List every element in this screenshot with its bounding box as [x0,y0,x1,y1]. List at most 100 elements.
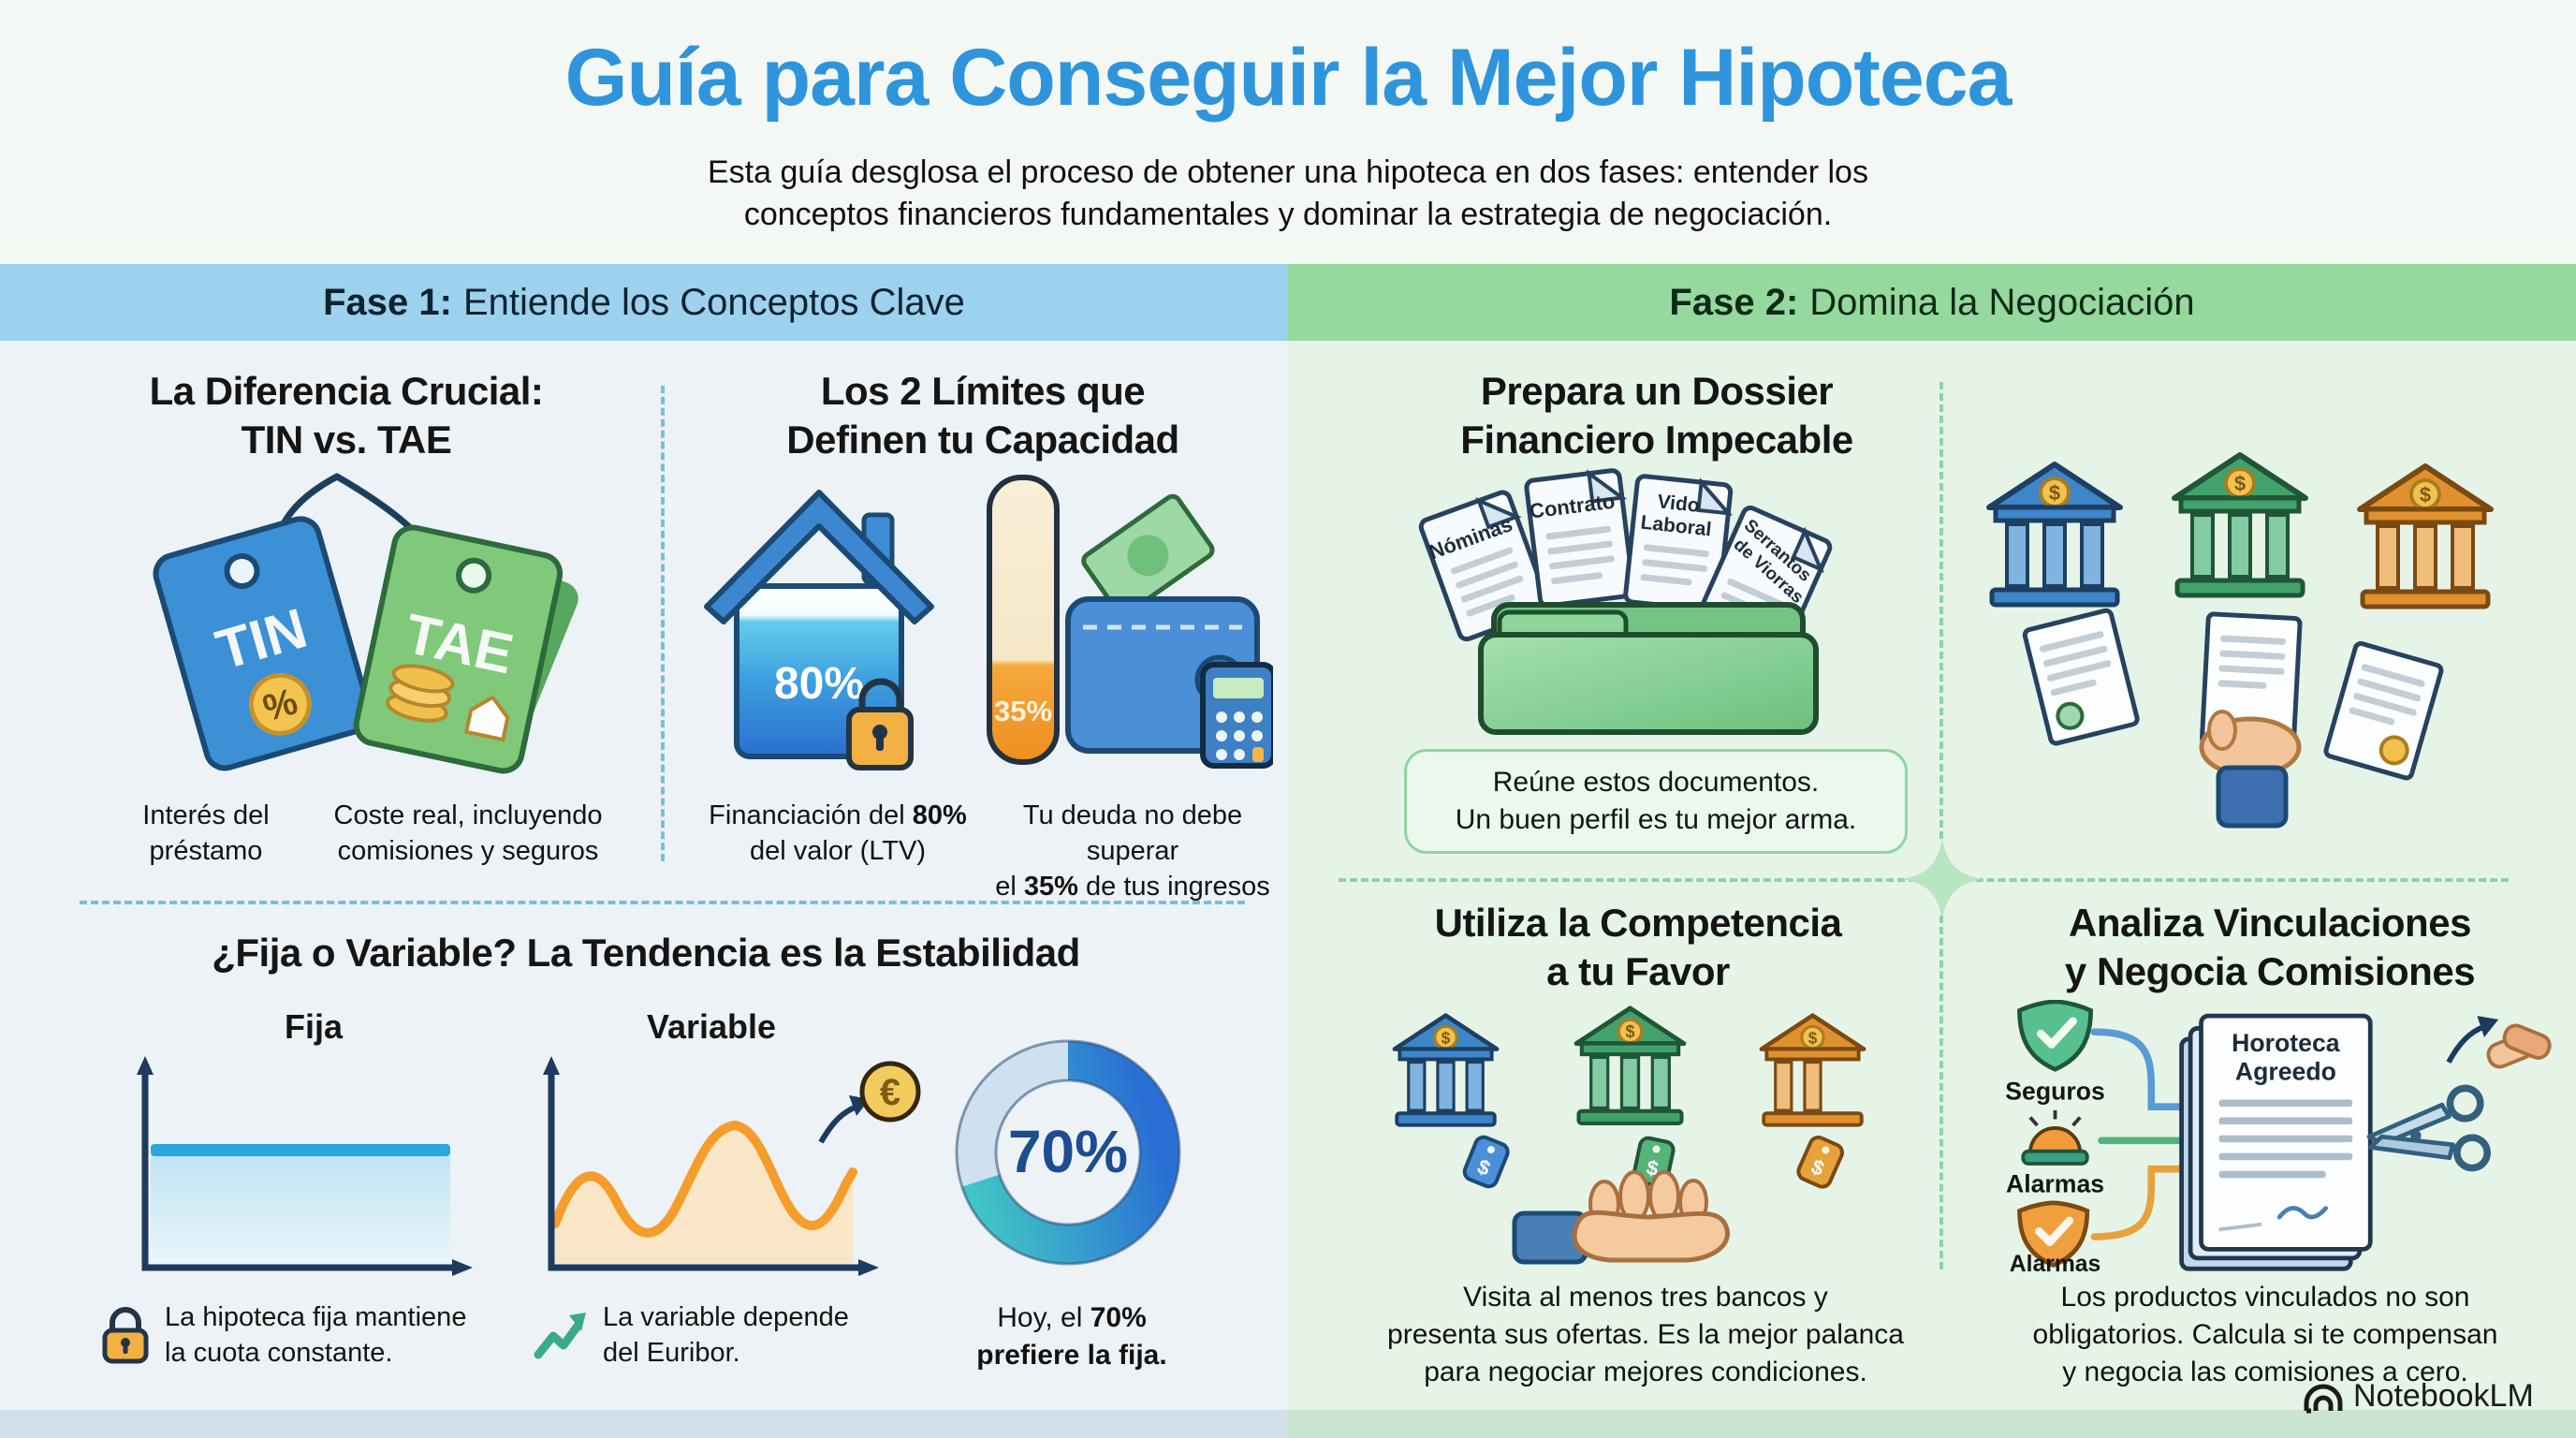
section-title-vinculaciones: Analiza Vinculaciones y Negocia Comisione… [2064,901,2476,993]
variable-chart: € [543,1056,921,1276]
section-title-limites: Los 2 Límites que Definen tu Capacidad [786,369,1179,462]
contract-title-line2: Agreedo [2235,1058,2336,1086]
fija-chart [137,1056,473,1276]
alarmas-label-2: Alarmas [2010,1252,2101,1273]
contract-title-line1: Horoteca [2232,1029,2340,1057]
percent-coin-icon [248,672,312,736]
svg-text:$: $ [2420,483,2431,506]
offer-document-right [2323,640,2444,781]
page-subtitle: Esta guía desglosa el proceso de obtener… [0,152,2576,236]
folder-icon [1478,602,1819,735]
lock-icon [102,1307,149,1364]
bank-blue-icon: $ [1392,1013,1500,1127]
section-title-competencia: Utiliza la Competencia a tu Favor [1434,901,1842,993]
svg-text:€: € [880,1072,900,1113]
fija-caption: La hipoteca fija mantiene la cuota consta… [101,1299,504,1371]
shield-check-orange-icon [2017,1200,2090,1269]
notebooklm-logo-icon [2304,1384,2343,1413]
coins-icon [385,664,455,723]
debt-caption: Tu deuda no debe superar el 35% de tus i… [995,800,1270,902]
debt-bar-value: 35% [994,695,1052,727]
seguros-label: Seguros [2005,1078,2105,1106]
variable-caption: La variable depende del Euribor. [534,1299,908,1371]
debt-bar-wallet-icon: 35% [987,475,1273,769]
bank-blue-icon: $ [1986,462,2123,608]
vinculaciones-caption: Los productos vinculados no son obligato… [2032,1282,2498,1387]
svg-text:$: $ [1442,1028,1451,1047]
tae-caption: Coste real, incluyendo comisiones y segur… [333,800,603,866]
divider-horizontal-fase1 [80,901,1245,904]
phase-1-label: Entiende los Conceptos Clave [462,281,965,323]
notebooklm-label: NotebookLM [2353,1378,2534,1414]
ltv-caption: Financiación del 80% del valor (LTV) [709,800,967,866]
bank-green-icon: $ [2172,452,2308,598]
padlock-icon [846,678,914,770]
donut-caption: Hoy, el 70% prefiere la fija. [976,1302,1167,1371]
tin-caption: Interés del préstamo [142,800,270,866]
phase-2-label-bold: Fase 2: [1669,281,1799,323]
house-80-icon: 80% [704,490,934,770]
shield-check-green-icon [2017,1000,2093,1072]
open-hand-icon [1512,1170,1730,1265]
house-icon-small [463,695,510,742]
svg-text:$: $ [1808,1028,1818,1047]
scissors-icon [2366,1084,2491,1172]
tae-tag: TAE [353,524,564,774]
euribor-curve [550,1120,857,1238]
competencia-caption: Visita al menos tres bancos y presenta s… [1387,1282,1904,1387]
handshake-icon [2446,1016,2552,1069]
dossier-folder-illustration: Nóminas Contrato Vido Laboral Serrantos … [1418,468,1833,735]
phase-bar: Fase 1: Entiende los Conceptos Clave Fas… [0,264,2576,341]
banks-documents-illustration: $ $ $ [1986,452,2494,829]
donut-segment-fija [957,1041,1179,1264]
banknote-icon [1081,493,1215,617]
notebooklm-watermark: NotebookLM [2303,1378,2534,1415]
dossier-note: Reúne estos documentos. Un buen perfil e… [1404,749,1908,854]
section-title-tin-tae: La Diferencia Crucial: TIN vs. TAE [149,369,544,462]
section-title-dossier: Prepara un Dossier Financiero Impecable [1460,369,1853,462]
price-tag-blue: $ [1462,1135,1510,1189]
section-title-fija-variable: ¿Fija o Variable? La Tendencia es la Est… [212,931,1080,975]
mortgage-contract: Horoteca Agreedo [2179,1013,2373,1271]
phase-2-label: Domina la Negociación [1809,281,2195,323]
variable-chart-label: Variable [646,1007,777,1046]
sparkle-icon [1902,839,1983,919]
tin-tae-tags-illustration: TIN % TAE [153,473,578,774]
donut-chart-70: 70% [955,1039,1181,1266]
tin-tag: TIN % [153,516,373,771]
donut-value: 70% [1008,1118,1128,1185]
vinculaciones-illustration: Seguros Alarmas Alarmas Horoteca Agreedo [2005,1000,2552,1273]
svg-text:$: $ [2049,481,2060,505]
limites-illustration: 80% 35% [704,475,1273,770]
trend-up-icon [534,1313,586,1359]
alarmas-label-1: Alarmas [2006,1169,2104,1197]
divider-vertical-fase2-bottom [1939,916,1943,1269]
tag-hole [224,553,260,590]
subtitle-line2: conceptos financieros fundamentales y do… [743,197,1833,232]
phase-1-label-bold: Fase 1: [323,281,452,323]
calculator-icon [1200,662,1273,769]
signature [2276,1206,2329,1220]
footer-band [0,1410,2576,1438]
page-title: Guía para Conseguir la Mejor Hipoteca [564,33,2012,123]
phase-2-header: Fase 2: Domina la Negociación [1288,264,2576,341]
fixed-rate-line [151,1144,450,1156]
divider-vertical-fase2-top [1939,382,1943,839]
bank-green-icon: $ [1573,1005,1687,1125]
doc-contrato: Contrato [1524,468,1636,609]
svg-text:Vido: Vido [1656,491,1700,517]
doc-vida-laboral: Vido Laboral [1623,474,1734,613]
sleeve [2216,765,2289,829]
phase-1-header: Fase 1: Entiende los Conceptos Clave [0,264,1288,341]
bank-orange-icon: $ [2357,463,2494,609]
alarm-siren-icon [2021,1109,2089,1166]
subtitle-line1: Esta guía desglosa el proceso de obtener… [708,154,1868,190]
euro-coin-icon [859,1061,921,1123]
bank-orange-icon: $ [1759,1013,1866,1127]
competencia-illustration: $ $ $ $ [1392,1005,1866,1265]
house-ltv-value: 80% [774,659,864,709]
svg-text:$: $ [1625,1022,1634,1041]
offer-document-left [2022,608,2140,746]
tag-hole [456,557,492,594]
